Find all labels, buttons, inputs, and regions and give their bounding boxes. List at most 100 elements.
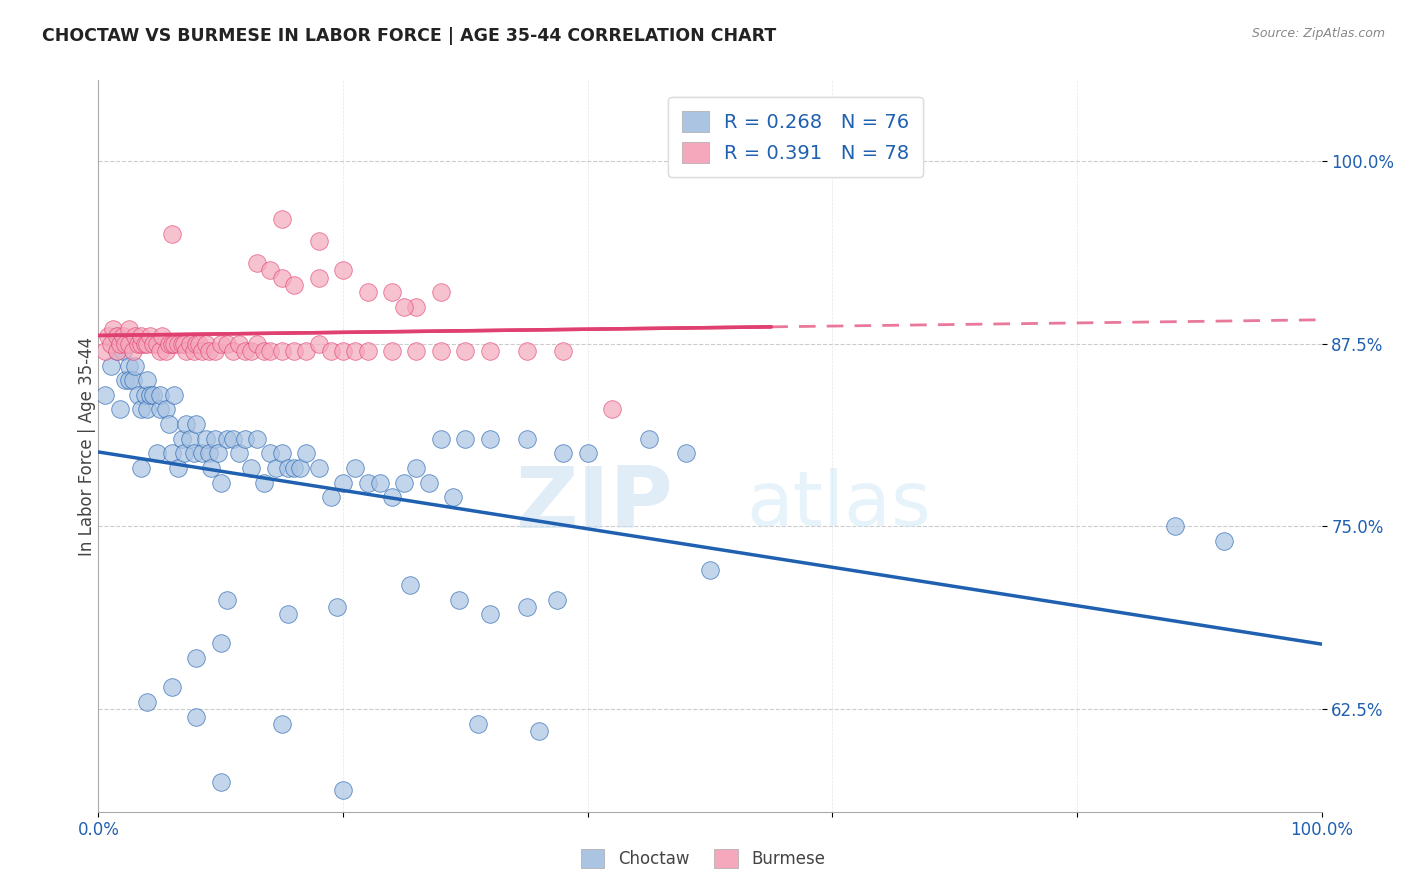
Text: atlas: atlas xyxy=(747,467,932,541)
Point xyxy=(319,343,342,358)
Point xyxy=(129,402,152,417)
Point xyxy=(418,475,440,490)
Point xyxy=(207,446,229,460)
Point xyxy=(191,446,214,460)
Point xyxy=(118,322,141,336)
Point xyxy=(114,336,136,351)
Point xyxy=(283,461,305,475)
Point xyxy=(637,432,661,446)
Point xyxy=(191,343,214,358)
Point xyxy=(149,343,172,358)
Point xyxy=(111,329,134,343)
Point xyxy=(118,336,141,351)
Point xyxy=(160,336,183,351)
Point xyxy=(155,343,177,358)
Point xyxy=(515,432,537,446)
Point xyxy=(105,329,128,343)
Point xyxy=(110,402,132,417)
Point xyxy=(204,432,226,446)
Point xyxy=(308,461,330,475)
Point xyxy=(405,300,427,314)
Point xyxy=(381,285,404,300)
Point xyxy=(209,636,232,650)
Point xyxy=(183,343,205,358)
Y-axis label: In Labor Force | Age 35-44: In Labor Force | Age 35-44 xyxy=(79,336,96,556)
Point xyxy=(270,343,294,358)
Point xyxy=(319,490,342,504)
Point xyxy=(368,475,391,490)
Point xyxy=(270,717,294,731)
Point xyxy=(215,592,238,607)
Point xyxy=(332,782,354,797)
Point xyxy=(1164,519,1187,533)
Point xyxy=(136,336,159,351)
Point xyxy=(111,343,134,358)
Point xyxy=(124,359,146,373)
Point xyxy=(699,563,721,577)
Point xyxy=(308,234,330,248)
Point xyxy=(332,263,354,277)
Point xyxy=(100,359,122,373)
Point xyxy=(160,227,183,241)
Text: CHOCTAW VS BURMESE IN LABOR FORCE | AGE 35-44 CORRELATION CHART: CHOCTAW VS BURMESE IN LABOR FORCE | AGE … xyxy=(42,27,776,45)
Point xyxy=(100,336,122,351)
Point xyxy=(222,432,245,446)
Point xyxy=(270,270,294,285)
Point xyxy=(264,461,287,475)
Point xyxy=(283,278,305,293)
Point xyxy=(209,336,232,351)
Point xyxy=(478,432,501,446)
Point xyxy=(176,343,198,358)
Point xyxy=(600,402,623,417)
Point xyxy=(430,285,453,300)
Point xyxy=(283,343,305,358)
Point xyxy=(118,359,141,373)
Point xyxy=(121,373,143,387)
Text: Source: ZipAtlas.com: Source: ZipAtlas.com xyxy=(1251,27,1385,40)
Point xyxy=(222,343,245,358)
Legend: Choctaw, Burmese: Choctaw, Burmese xyxy=(575,843,831,875)
Point xyxy=(139,388,162,402)
Point xyxy=(259,446,281,460)
Point xyxy=(356,343,378,358)
Point xyxy=(134,336,156,351)
Point xyxy=(240,343,263,358)
Point xyxy=(332,475,354,490)
Point xyxy=(326,599,349,614)
Point xyxy=(195,432,218,446)
Point xyxy=(110,336,132,351)
Point xyxy=(142,388,165,402)
Point xyxy=(127,336,149,351)
Point xyxy=(228,446,250,460)
Point xyxy=(356,285,378,300)
Text: ZIP: ZIP xyxy=(516,463,673,546)
Point xyxy=(515,343,537,358)
Point xyxy=(136,695,159,709)
Point xyxy=(146,446,169,460)
Point xyxy=(186,336,208,351)
Point xyxy=(277,607,299,622)
Point xyxy=(204,343,226,358)
Point xyxy=(160,681,183,695)
Point xyxy=(381,343,404,358)
Point xyxy=(454,343,477,358)
Point xyxy=(270,212,294,227)
Point xyxy=(149,402,172,417)
Point xyxy=(392,300,416,314)
Point xyxy=(179,336,201,351)
Point xyxy=(430,343,453,358)
Point xyxy=(157,336,180,351)
Point xyxy=(215,432,238,446)
Point xyxy=(467,717,489,731)
Point xyxy=(675,446,697,460)
Point xyxy=(139,329,162,343)
Point xyxy=(277,461,299,475)
Point xyxy=(215,336,238,351)
Point xyxy=(449,592,471,607)
Point xyxy=(134,388,156,402)
Point xyxy=(186,709,208,723)
Point xyxy=(295,343,318,358)
Point xyxy=(179,432,201,446)
Point xyxy=(209,775,232,789)
Point xyxy=(405,461,427,475)
